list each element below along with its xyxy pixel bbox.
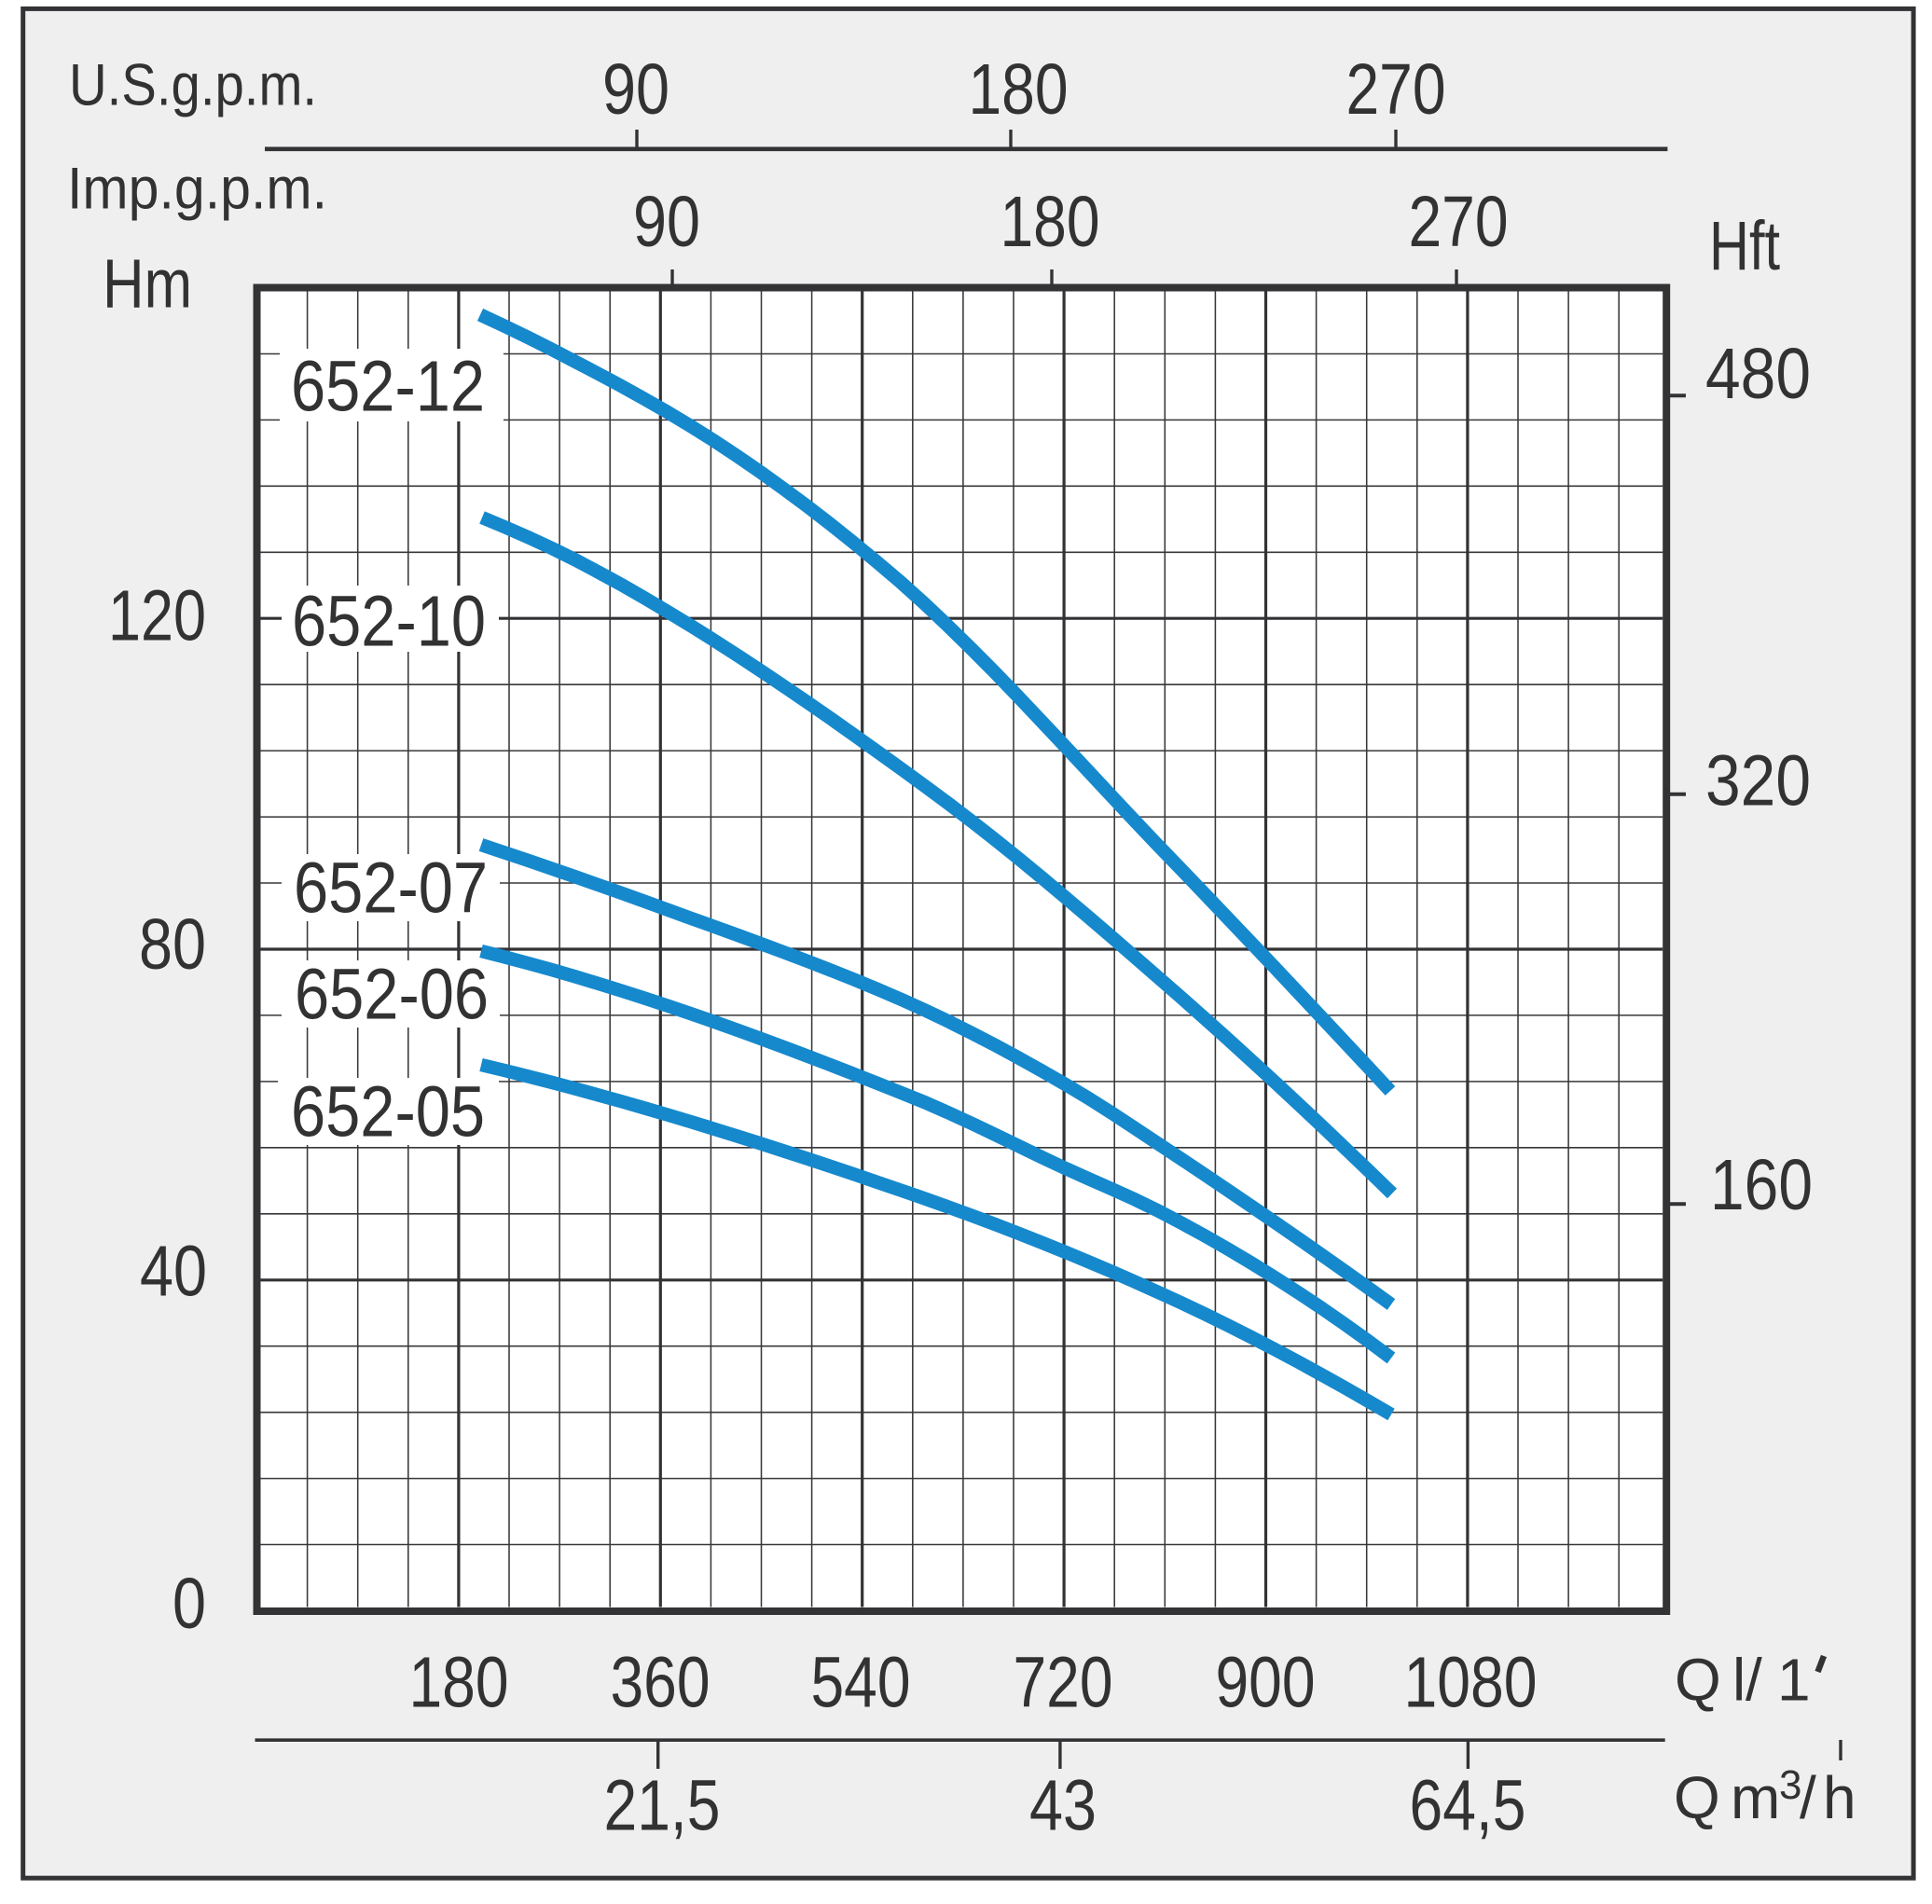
svg-text:120: 120 (108, 576, 206, 656)
svg-text:160: 160 (1710, 1145, 1813, 1225)
svg-text:64,5: 64,5 (1410, 1766, 1526, 1846)
svg-text:43: 43 (1029, 1766, 1097, 1846)
svg-text:270: 270 (1346, 49, 1446, 130)
svg-text:360: 360 (611, 1643, 711, 1723)
svg-text:540: 540 (811, 1643, 911, 1723)
svg-text:21,5: 21,5 (604, 1766, 721, 1846)
svg-text:720: 720 (1014, 1643, 1113, 1723)
svg-text:90: 90 (633, 182, 700, 262)
svg-text:40: 40 (140, 1232, 207, 1312)
svg-text:Ql/1: Ql/1 (1675, 1647, 1811, 1714)
svg-text:480: 480 (1705, 334, 1811, 414)
svg-text:90: 90 (602, 49, 669, 130)
svg-text:320: 320 (1705, 740, 1811, 821)
svg-text:Hft: Hft (1709, 207, 1780, 284)
svg-text:180: 180 (1000, 182, 1100, 262)
svg-text:U.S.g.p.m.: U.S.g.p.m. (69, 53, 317, 118)
svg-text:652-06: 652-06 (295, 955, 489, 1035)
svg-text:1080: 1080 (1404, 1643, 1538, 1723)
svg-text:652-12: 652-12 (291, 347, 485, 427)
svg-text:180: 180 (969, 49, 1069, 130)
svg-text:Imp.g.p.m.: Imp.g.p.m. (67, 157, 327, 222)
svg-text:180: 180 (409, 1643, 509, 1723)
svg-text:270: 270 (1409, 182, 1509, 262)
svg-text:900: 900 (1216, 1643, 1316, 1723)
svg-text:652-05: 652-05 (291, 1072, 485, 1152)
svg-text:652-10: 652-10 (292, 582, 486, 662)
svg-text:652-07: 652-07 (294, 849, 488, 929)
svg-text:Hm: Hm (103, 245, 192, 323)
svg-text:0: 0 (172, 1564, 206, 1644)
svg-text:80: 80 (139, 904, 206, 985)
svg-text:Qm3/h: Qm3/h (1674, 1762, 1856, 1831)
